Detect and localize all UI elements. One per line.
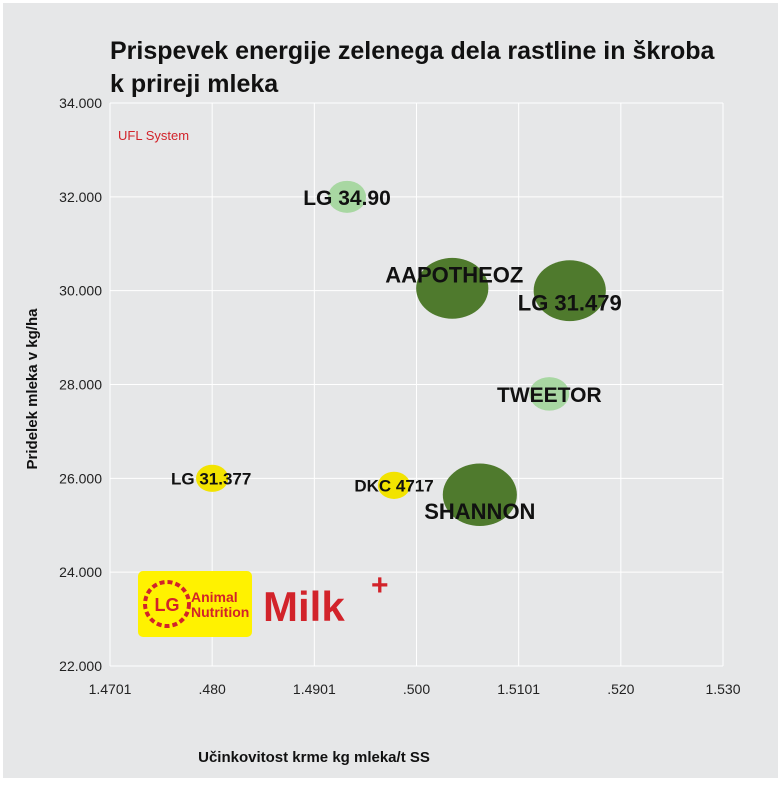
logo-lg-mark: LG	[155, 595, 180, 615]
x-axis-label: Učinkovitost krme kg mleka/t SS	[198, 749, 430, 766]
chart-subtitle: UFL System	[118, 128, 189, 143]
logo-sun-icon	[143, 580, 191, 628]
data-point-label: LG 34.90	[303, 187, 391, 210]
x-axis-ticks: 1.4701 .480 1.4901 .500 1.5101 .520 1.530	[89, 681, 741, 697]
chart-panel: Prispevek energije zelenega dela rastlin…	[3, 3, 778, 778]
x-tick-label: 1.5101	[497, 681, 540, 697]
y-tick-label: 30.000	[59, 283, 102, 299]
milk-plus-mark: +	[371, 569, 389, 602]
logo-yellow-badge	[138, 571, 252, 637]
data-point-label: DKC 4717	[354, 476, 433, 495]
data-bubble	[328, 180, 367, 213]
lg-animal-nutrition-logo: LG Animal Nutrition Milk +	[138, 569, 389, 637]
x-tick-label: 1.4701	[89, 681, 132, 697]
x-tick-label: 1.530	[705, 681, 740, 697]
data-bubble	[377, 471, 411, 499]
data-bubble	[416, 257, 489, 319]
y-tick-label: 28.000	[59, 377, 102, 393]
milk-product-name: Milk	[263, 583, 345, 630]
data-bubble	[196, 464, 229, 492]
grid	[109, 102, 724, 667]
data-point-label: TWEETOR	[497, 384, 602, 407]
data-point-label: AAPOTHEOZ	[385, 262, 523, 287]
x-tick-label: .480	[199, 681, 226, 697]
data-bubble	[529, 377, 570, 411]
logo-animal-text: Animal	[191, 589, 238, 605]
data-point-label: LG 31.377	[171, 469, 251, 488]
data-points: LG 34.90 AAPOTHEOZ LG 31.479 TWEETOR LG 31.3…	[171, 180, 622, 526]
y-tick-label: 34.000	[59, 95, 102, 111]
y-axis-ticks: 22.000 24.000 26.000 28.000 30.000 32.000 34.0…	[59, 95, 102, 674]
x-tick-label: .500	[403, 681, 430, 697]
y-tick-label: 22.000	[59, 658, 102, 674]
data-point-label: LG 31.479	[518, 291, 622, 316]
y-tick-label: 24.000	[59, 564, 102, 580]
data-bubble	[442, 463, 517, 526]
data-point-label: SHANNON	[424, 499, 535, 524]
y-axis-label: Pridelek mleka v kg/ha	[24, 308, 41, 470]
logo-nutrition-text: Nutrition	[191, 604, 249, 620]
scatter-chart: Prispevek energije zelenega dela rastlin…	[24, 37, 741, 766]
x-tick-label: 1.4901	[293, 681, 336, 697]
chart-title-line1: Prispevek energije zelenega dela rastlin…	[110, 37, 716, 65]
y-tick-label: 32.000	[59, 189, 102, 205]
chart-title-line2: k prireji mleka	[110, 70, 279, 98]
y-tick-label: 26.000	[59, 470, 102, 486]
data-bubble	[533, 260, 606, 322]
x-tick-label: .520	[607, 681, 634, 697]
